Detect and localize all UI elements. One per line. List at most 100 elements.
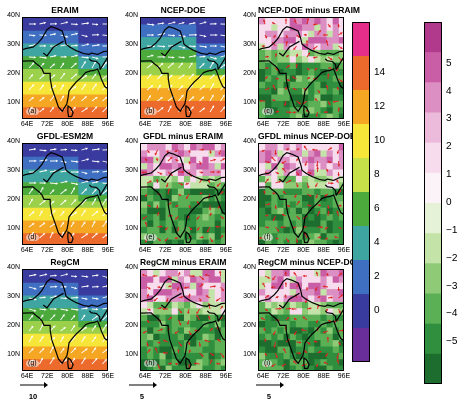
latitude-tick-label: 10N (125, 225, 138, 233)
panel-title: NCEP-DOE minus ERAIM (258, 5, 361, 15)
colorbar-segment (352, 294, 370, 329)
latitude-tick-label: 20N (7, 70, 20, 78)
field-map (141, 270, 225, 370)
panel-title: RegCM minus NCEP-DOE (258, 257, 362, 267)
colorbar-tick-label: 14 (374, 67, 386, 78)
colorbar-tick-label: 3 (446, 113, 452, 125)
colorbar-tick-label: 10 (374, 135, 386, 146)
colorbar-segment (424, 353, 442, 385)
reference-arrow-icon (256, 382, 284, 388)
field-map (23, 144, 107, 244)
longitude-tick-label: 72E (277, 373, 290, 380)
colorbar-absolute-gradient (352, 22, 370, 363)
colorbar-segment (352, 260, 370, 295)
panel-title: RegCM minus ERAIM (140, 257, 227, 267)
longitude-tick-label: 88E (199, 121, 212, 128)
latitude-tick-label: 20N (125, 196, 138, 204)
latitude-tick-label: 20N (7, 196, 20, 204)
panel-title: RegCM (50, 257, 80, 267)
latitude-tick-label: 10N (243, 351, 256, 359)
colorbar-tick-label: 6 (374, 203, 380, 214)
field-map (141, 18, 225, 118)
latitude-tick-label: 30N (7, 41, 20, 49)
longitude-tick-label: 64E (20, 247, 34, 254)
longitude-tick-label: 72E (159, 247, 172, 254)
colorbar-tick-label: −1 (446, 224, 458, 236)
latitude-tick-label: 40N (243, 138, 256, 145)
colorbar-segment (352, 90, 370, 125)
longitude-tick-label: 88E (81, 121, 94, 128)
colorbar-absolute (352, 22, 370, 363)
latitude-tick-label: 20N (243, 196, 256, 204)
longitude-tick-label: 88E (317, 121, 330, 128)
colorbar-tick-label: −2 (446, 252, 458, 264)
map-area: (a) (22, 17, 108, 119)
longitude-tick-label: 64E (138, 121, 152, 128)
field-map (259, 144, 343, 244)
colorbar-segment (424, 52, 442, 83)
latitude-tick-label: 30N (7, 293, 20, 301)
longitude-tick-label: 64E (20, 121, 34, 128)
longitude-tick-label: 96E (101, 373, 115, 380)
longitude-tick-label: 88E (81, 373, 94, 380)
longitude-tick-label: 96E (219, 121, 233, 128)
map-panel-3: NCEP-DOE minus ERAIM (c) 40N 30N 20N 10N 64E 72… (243, 5, 360, 128)
longitude-tick-label: 96E (337, 247, 351, 254)
colorbar-difference-gradient (424, 22, 442, 385)
map-panel-7: RegCM (g) 40N 30N 20N 10N 64E 72E 80E 88E 96E (7, 257, 114, 380)
colorbar-tick-label: 2 (374, 271, 380, 282)
colorbar-tick-label: −4 (446, 308, 458, 320)
latitude-tick-label: 30N (243, 167, 256, 175)
panel-title: ERAIM (51, 5, 79, 15)
longitude-tick-label: 96E (101, 247, 115, 254)
colorbar-segment (352, 328, 370, 363)
map-panel-6: GFDL minus NCEP-DOE (f) 40N 30N 20N 10N 64E 72E… (243, 131, 355, 254)
longitude-tick-label: 80E (179, 121, 192, 128)
field-map (23, 270, 107, 370)
colorbar-tick-label: 4 (374, 237, 380, 248)
panel-title: GFDL-ESM2M (36, 131, 94, 141)
latitude-tick-label: 10N (7, 225, 20, 233)
longitude-tick-label: 72E (159, 121, 172, 128)
longitude-tick-label: 80E (61, 247, 74, 254)
latitude-tick-label: 40N (7, 12, 20, 19)
panel-letter: (b) (144, 108, 157, 115)
reference-arrow-icon (129, 382, 157, 388)
latitude-tick-label: 20N (125, 70, 138, 78)
longitude-tick-label: 64E (256, 247, 270, 254)
colorbar-tick-label: 0 (374, 305, 380, 316)
longitude-tick-label: 64E (256, 373, 270, 380)
longitude-tick-label: 80E (297, 247, 310, 254)
panel-letter: (g) (26, 360, 39, 367)
latitude-tick-label: 30N (243, 41, 256, 49)
colorbar-segment (424, 323, 442, 355)
panel-letter: (d) (26, 234, 39, 241)
map-panel-8: RegCM minus ERAIM (h) 40N 30N 20N 10N 64E 72E 80… (125, 257, 232, 380)
longitude-tick-label: 88E (199, 373, 212, 380)
field-map (259, 18, 343, 118)
longitude-tick-label: 96E (219, 247, 233, 254)
latitude-tick-label: 40N (243, 264, 256, 271)
longitude-tick-label: 96E (337, 121, 351, 128)
colorbar-segment (352, 158, 370, 193)
colorbar-tick-label: 5 (446, 57, 452, 69)
longitude-tick-label: 64E (138, 373, 152, 380)
latitude-tick-label: 10N (125, 99, 138, 107)
latitude-tick-label: 20N (125, 322, 138, 330)
colorbar-tick-label: 1 (446, 169, 452, 181)
latitude-tick-label: 10N (7, 99, 20, 107)
colorbar-tick-label: 8 (374, 169, 380, 180)
latitude-tick-label: 40N (125, 264, 138, 271)
latitude-tick-label: 30N (125, 167, 138, 175)
reference-vector-label-1: 10 (28, 392, 38, 401)
map-area: (e) (140, 143, 226, 245)
longitude-tick-label: 72E (41, 247, 54, 254)
panel-letter: (i) (262, 360, 273, 367)
reference-arrow-icon (20, 382, 48, 388)
colorbar-tick-label: −5 (446, 336, 458, 348)
panel-title: NCEP-DOE (160, 5, 206, 15)
map-area: (b) (140, 17, 226, 119)
colorbar-tick-label: 12 (374, 101, 386, 112)
map-area: (c) (258, 17, 344, 119)
longitude-tick-label: 80E (297, 121, 310, 128)
